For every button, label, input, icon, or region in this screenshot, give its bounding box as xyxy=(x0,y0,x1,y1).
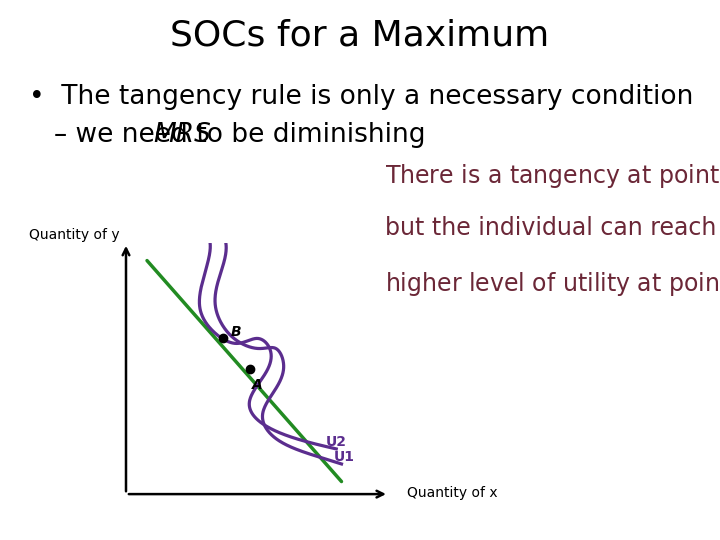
Text: There is a tangency at point $\mathit{A}$,: There is a tangency at point $\mathit{A}… xyxy=(385,162,720,190)
Text: Quantity of y: Quantity of y xyxy=(29,228,120,242)
Text: but the individual can reach a: but the individual can reach a xyxy=(385,216,720,240)
Text: U1: U1 xyxy=(333,450,355,464)
Text: MRS: MRS xyxy=(153,122,211,147)
Text: – we need: – we need xyxy=(54,122,196,147)
Text: B: B xyxy=(231,325,242,339)
Text: to be diminishing: to be diminishing xyxy=(188,122,426,147)
Text: higher level of utility at point $\mathit{B}$: higher level of utility at point $\mathi… xyxy=(385,270,720,298)
Text: •  The tangency rule is only a necessary condition: • The tangency rule is only a necessary … xyxy=(29,84,693,110)
Text: SOCs for a Maximum: SOCs for a Maximum xyxy=(171,19,549,53)
Text: U2: U2 xyxy=(325,435,347,449)
Text: Quantity of x: Quantity of x xyxy=(407,486,498,500)
Text: A: A xyxy=(252,377,263,392)
